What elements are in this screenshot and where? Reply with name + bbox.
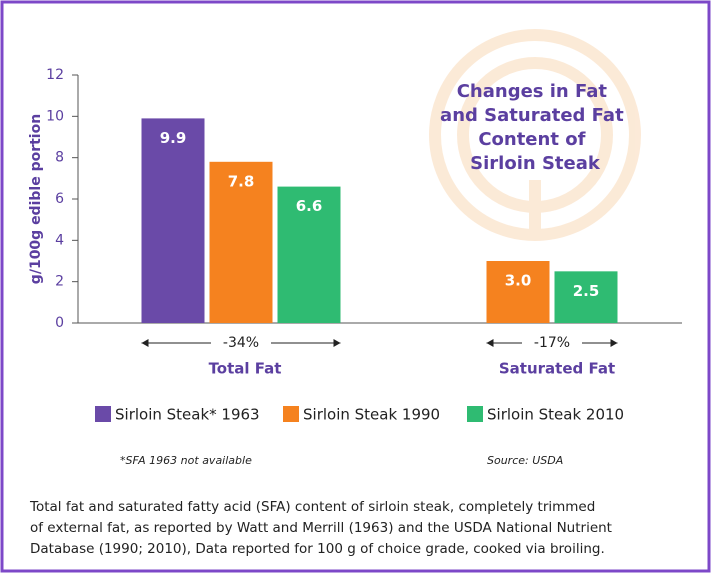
y-tick-label: 10 [46, 108, 64, 124]
footnote: *SFA 1963 not available [120, 454, 252, 467]
x-tick-label: Total Fat [209, 360, 282, 378]
value-label: 6.6 [296, 197, 323, 215]
value-label: 2.5 [573, 282, 600, 300]
legend-label: Sirloin Steak 1990 [303, 406, 440, 424]
title-line: Sirloin Steak [470, 153, 601, 174]
value-label: 7.8 [228, 172, 255, 190]
value-label: 3.0 [505, 272, 532, 290]
legend-swatch [467, 406, 483, 422]
caption-line: Database (1990; 2010), Data reported for… [30, 541, 605, 557]
caption-line: Total fat and saturated fatty acid (SFA)… [29, 499, 595, 515]
title-line: and Saturated Fat [440, 105, 624, 126]
y-tick-label: 12 [46, 67, 64, 83]
x-tick-label: Saturated Fat [499, 360, 615, 378]
y-tick-label: 8 [55, 150, 64, 166]
title-line: Changes in Fat [457, 81, 608, 102]
value-label: 9.9 [160, 129, 187, 147]
caption-line: of external fat, as reported by Watt and… [30, 520, 612, 536]
y-tick-label: 6 [55, 191, 64, 207]
legend-label: Sirloin Steak 2010 [487, 406, 624, 424]
bar [142, 118, 205, 323]
title-line: Content of [478, 129, 585, 150]
bar [487, 261, 550, 323]
y-tick-label: 4 [55, 232, 64, 248]
y-tick-label: 2 [55, 274, 64, 290]
chart: Changes in Fat and Saturated Fat Content… [0, 0, 711, 573]
source: Source: USDA [487, 454, 563, 467]
change-label: -17% [534, 335, 570, 351]
legend-label: Sirloin Steak* 1963 [115, 406, 260, 424]
legend-swatch [95, 406, 111, 422]
y-tick-label: 0 [55, 315, 64, 331]
y-axis-label: g/100g edible portion [28, 114, 44, 284]
change-label: -34% [223, 335, 259, 351]
legend-swatch [283, 406, 299, 422]
